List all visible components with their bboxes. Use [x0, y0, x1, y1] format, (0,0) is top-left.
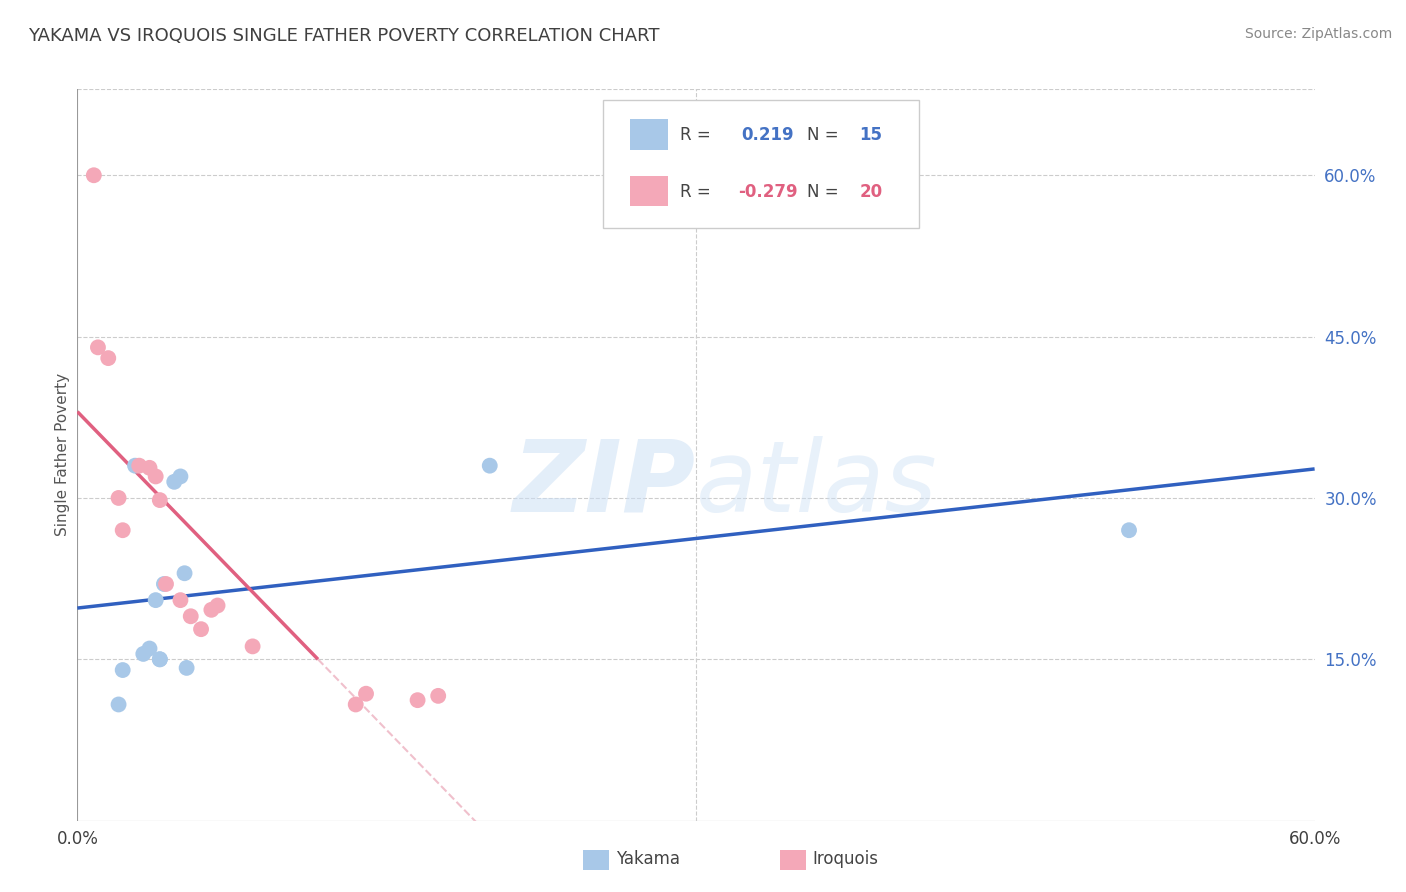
Text: 20: 20 — [859, 183, 883, 201]
Point — [132, 647, 155, 661]
Point — [155, 577, 177, 591]
Point — [169, 469, 191, 483]
Point — [200, 603, 222, 617]
Point — [107, 491, 129, 505]
Point — [87, 340, 110, 354]
Point — [190, 622, 212, 636]
Point — [107, 698, 129, 712]
Y-axis label: Single Father Poverty: Single Father Poverty — [55, 374, 70, 536]
Point — [138, 460, 160, 475]
Text: Iroquois: Iroquois — [813, 850, 879, 868]
Text: Yakama: Yakama — [616, 850, 681, 868]
Point — [427, 689, 450, 703]
Point — [242, 640, 264, 654]
Point — [138, 641, 160, 656]
Point — [180, 609, 202, 624]
Point — [149, 652, 172, 666]
Text: R =: R = — [681, 127, 710, 145]
Point — [124, 458, 146, 473]
Text: N =: N = — [807, 127, 839, 145]
Point — [478, 458, 501, 473]
Text: 0.219: 0.219 — [742, 127, 794, 145]
Point — [1118, 523, 1140, 537]
Point — [83, 168, 105, 182]
Text: ZIP: ZIP — [513, 435, 696, 533]
Point — [173, 566, 195, 581]
Point — [97, 351, 120, 365]
Text: -0.279: -0.279 — [738, 183, 797, 201]
Text: atlas: atlas — [696, 435, 938, 533]
Text: YAKAMA VS IROQUOIS SINGLE FATHER POVERTY CORRELATION CHART: YAKAMA VS IROQUOIS SINGLE FATHER POVERTY… — [28, 27, 659, 45]
Point — [344, 698, 367, 712]
Point — [111, 523, 134, 537]
Point — [354, 687, 377, 701]
Point — [149, 652, 172, 666]
Point — [149, 493, 172, 508]
Text: R =: R = — [681, 183, 710, 201]
Point — [128, 458, 150, 473]
Text: Source: ZipAtlas.com: Source: ZipAtlas.com — [1244, 27, 1392, 41]
FancyBboxPatch shape — [630, 176, 668, 206]
FancyBboxPatch shape — [630, 120, 668, 150]
Point — [207, 599, 229, 613]
Point — [163, 475, 186, 489]
Text: 15: 15 — [859, 127, 883, 145]
Point — [145, 469, 167, 483]
Point — [176, 661, 198, 675]
Text: N =: N = — [807, 183, 839, 201]
Point — [169, 593, 191, 607]
Point — [153, 577, 176, 591]
Point — [406, 693, 429, 707]
FancyBboxPatch shape — [603, 100, 918, 228]
Point — [111, 663, 134, 677]
Point — [145, 593, 167, 607]
